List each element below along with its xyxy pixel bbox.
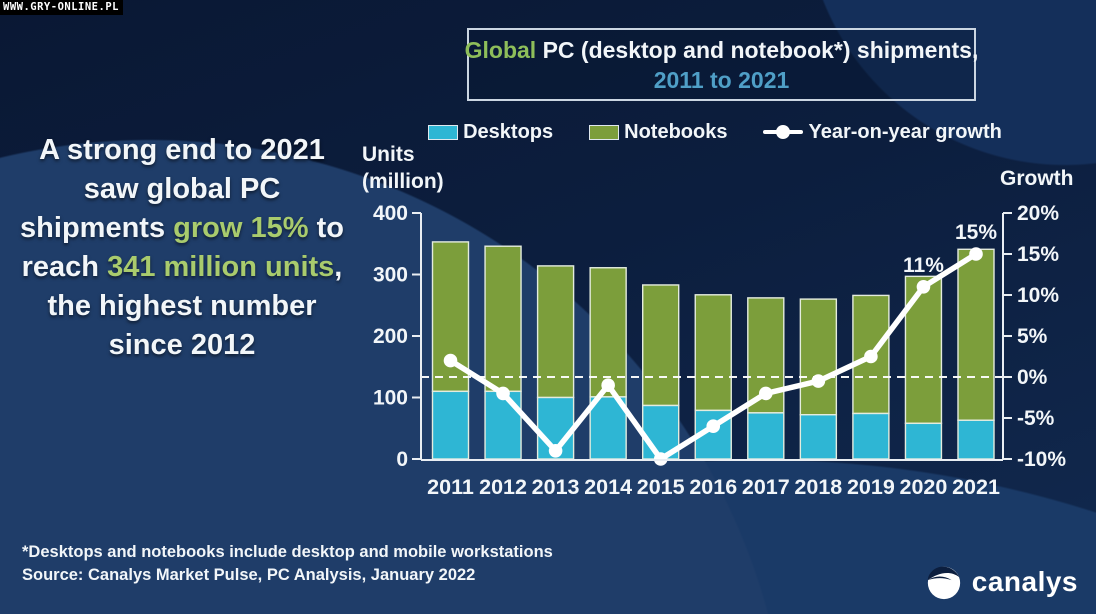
- right-axis-tick-label: 15%: [1017, 243, 1059, 266]
- bar-notebooks-2014: [589, 267, 627, 398]
- chart-title-box: Global PC (desktop and notebook*) shipme…: [465, 28, 979, 101]
- growth-marker-2018: [811, 374, 826, 388]
- bar-desktops-2012: [484, 390, 522, 460]
- bar-notebooks-2012: [484, 245, 522, 393]
- right-axis-tick-label: 0%: [1017, 366, 1048, 389]
- footnote: *Desktops and notebooks include desktop …: [22, 543, 553, 561]
- growth-marker-2012: [496, 386, 510, 401]
- chart-title: Global PC (desktop and notebook*) shipme…: [465, 35, 979, 65]
- growth-marker-2014: [601, 378, 615, 393]
- callout-text: A strong end to 2021 saw global PC shipm…: [8, 131, 356, 365]
- plain-text: A strong end to 2021 saw global PC shipm…: [20, 134, 325, 244]
- legend-swatch-icon: [589, 124, 620, 140]
- plain-text: , the highest number since 2012: [47, 251, 343, 361]
- right-axis-tick-label: -10%: [1017, 448, 1066, 471]
- growth-marker-2021: [969, 247, 983, 261]
- bar-desktops-2014: [589, 396, 627, 460]
- x-axis-label-2021: 2021: [952, 475, 1000, 499]
- growth-marker-2020: [916, 280, 931, 294]
- right-axis-tick-label: 10%: [1017, 284, 1059, 307]
- left-axis-tick-label: 0: [396, 448, 408, 471]
- chart-legend: Desktops Notebooks Year-on-year growth: [420, 118, 1010, 146]
- legend-item-notebooks: Notebooks: [589, 121, 727, 144]
- x-axis-label-2016: 2016: [689, 475, 737, 499]
- legend-item-year-on-year-growth: Year-on-year growth: [763, 120, 1002, 144]
- legend-label: Desktops: [463, 120, 554, 143]
- x-axis-label-2015: 2015: [637, 475, 685, 499]
- left-axis-tick-label: 200: [373, 325, 408, 348]
- bar-notebooks-2020: [904, 275, 943, 425]
- legend-label: Year-on-year growth: [808, 120, 1002, 143]
- legend-swatch-icon: [428, 124, 459, 140]
- x-axis-label-2013: 2013: [532, 475, 580, 499]
- growth-label-2021: 15%: [955, 221, 997, 244]
- plain-text: PC (desktop and notebook*) shipments,: [536, 36, 979, 63]
- x-axis-label-2018: 2018: [794, 475, 842, 499]
- x-axis-label-2011: 2011: [427, 475, 474, 499]
- left-axis-title-line2: (million): [362, 170, 444, 193]
- watermark: WWW.GRY-ONLINE.PL: [0, 0, 123, 15]
- bar-notebooks-2021: [957, 248, 995, 421]
- canalys-logo: canalys: [925, 563, 1078, 601]
- canalys-logo-text: canalys: [971, 566, 1078, 597]
- growth-marker-2017: [759, 386, 773, 401]
- bar-notebooks-2013: [536, 265, 575, 399]
- right-axis-title: Growth: [1000, 167, 1074, 190]
- highlight-text: Global: [464, 36, 537, 63]
- growth-marker-2013: [548, 444, 563, 458]
- x-axis-label-2014: 2014: [584, 475, 632, 499]
- bar-notebooks-2016: [694, 294, 732, 412]
- bar-notebooks-2018: [799, 298, 838, 416]
- x-axis-label-2019: 2019: [847, 475, 895, 499]
- canalys-logo-icon: [927, 566, 960, 600]
- bar-notebooks-2015: [642, 284, 680, 407]
- highlight-text: 341 million units: [107, 251, 335, 283]
- bar-desktops-2017: [747, 412, 785, 460]
- x-axis-label-2020: 2020: [900, 475, 948, 499]
- left-axis-tick-label: 400: [373, 202, 408, 225]
- growth-marker-2011: [443, 353, 458, 368]
- source: Source: Canalys Market Pulse, PC Analysi…: [22, 566, 476, 584]
- x-axis-label-2017: 2017: [742, 475, 790, 499]
- left-axis-title: Units (million): [362, 141, 444, 195]
- right-axis-tick-label: 20%: [1017, 202, 1059, 225]
- legend-label: Notebooks: [624, 120, 728, 143]
- left-axis-tick-label: 300: [373, 264, 408, 287]
- growth-marker-2016: [706, 419, 721, 434]
- legend-item-desktops: Desktops: [428, 121, 553, 144]
- right-axis-tick-label: 5%: [1017, 325, 1048, 348]
- bar-desktops-2011: [431, 390, 470, 460]
- plain-text: to reach: [21, 212, 344, 283]
- bar-desktops-2021: [957, 419, 995, 460]
- growth-label-2020: 11%: [903, 254, 944, 277]
- highlight-text: grow 15%: [173, 212, 309, 244]
- bar-desktops-2018: [799, 414, 838, 460]
- growth-marker-2019: [864, 349, 878, 364]
- x-axis-label-2012: 2012: [479, 475, 527, 499]
- left-axis-title-line1: Units: [362, 143, 415, 166]
- right-axis-tick-label: -5%: [1017, 407, 1055, 430]
- legend-line-marker-icon: [763, 124, 804, 140]
- left-axis-tick-label: 100: [373, 387, 408, 410]
- bar-desktops-2020: [904, 422, 943, 460]
- bar-desktops-2019: [852, 412, 890, 460]
- chart-subtitle: 2011 to 2021: [653, 66, 790, 93]
